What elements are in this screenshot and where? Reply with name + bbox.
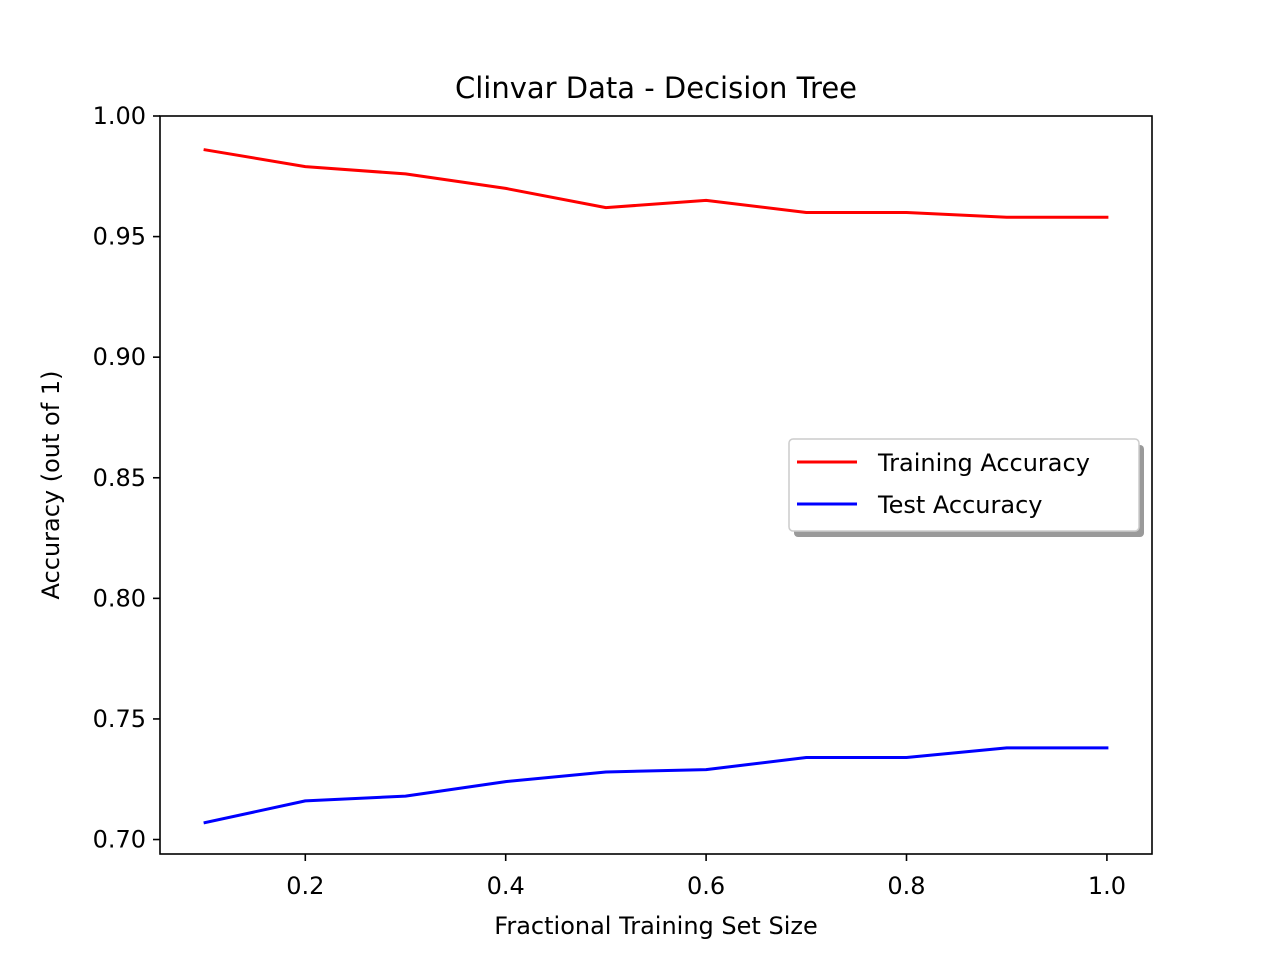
y-tick-label: 1.00 [93, 102, 146, 130]
series-line-0 [203, 148, 1109, 219]
legend-label-test: Test Accuracy [877, 491, 1042, 519]
series-layer [203, 148, 1109, 825]
chart-title: Clinvar Data - Decision Tree [455, 71, 857, 105]
x-tick-label: 0.8 [887, 872, 925, 900]
x-axis-label: Fractional Training Set Size [494, 912, 817, 940]
legend: Training Accuracy Test Accuracy [788, 438, 1144, 537]
y-tick-label: 0.70 [93, 826, 146, 854]
legend-box [788, 438, 1140, 532]
series-line-1 [203, 746, 1109, 825]
y-tick-label: 0.85 [93, 464, 146, 492]
x-tick-label: 1.0 [1088, 872, 1126, 900]
x-tick-label: 0.2 [286, 872, 324, 900]
y-tick-label: 0.80 [93, 584, 146, 612]
x-axis-ticks: 0.2 0.4 0.6 0.8 1.0 [286, 854, 1126, 900]
y-tick-label: 0.75 [93, 705, 146, 733]
y-tick-label: 0.95 [93, 223, 146, 251]
y-tick-label: 0.90 [93, 343, 146, 371]
legend-label-training: Training Accuracy [877, 449, 1090, 477]
plot-area-frame [159, 115, 1153, 855]
y-axis-label: Accuracy (out of 1) [37, 371, 65, 600]
x-tick-label: 0.4 [487, 872, 525, 900]
y-axis-ticks: 0.70 0.75 0.80 0.85 0.90 0.95 1.00 [93, 102, 160, 854]
x-tick-label: 0.6 [687, 872, 725, 900]
